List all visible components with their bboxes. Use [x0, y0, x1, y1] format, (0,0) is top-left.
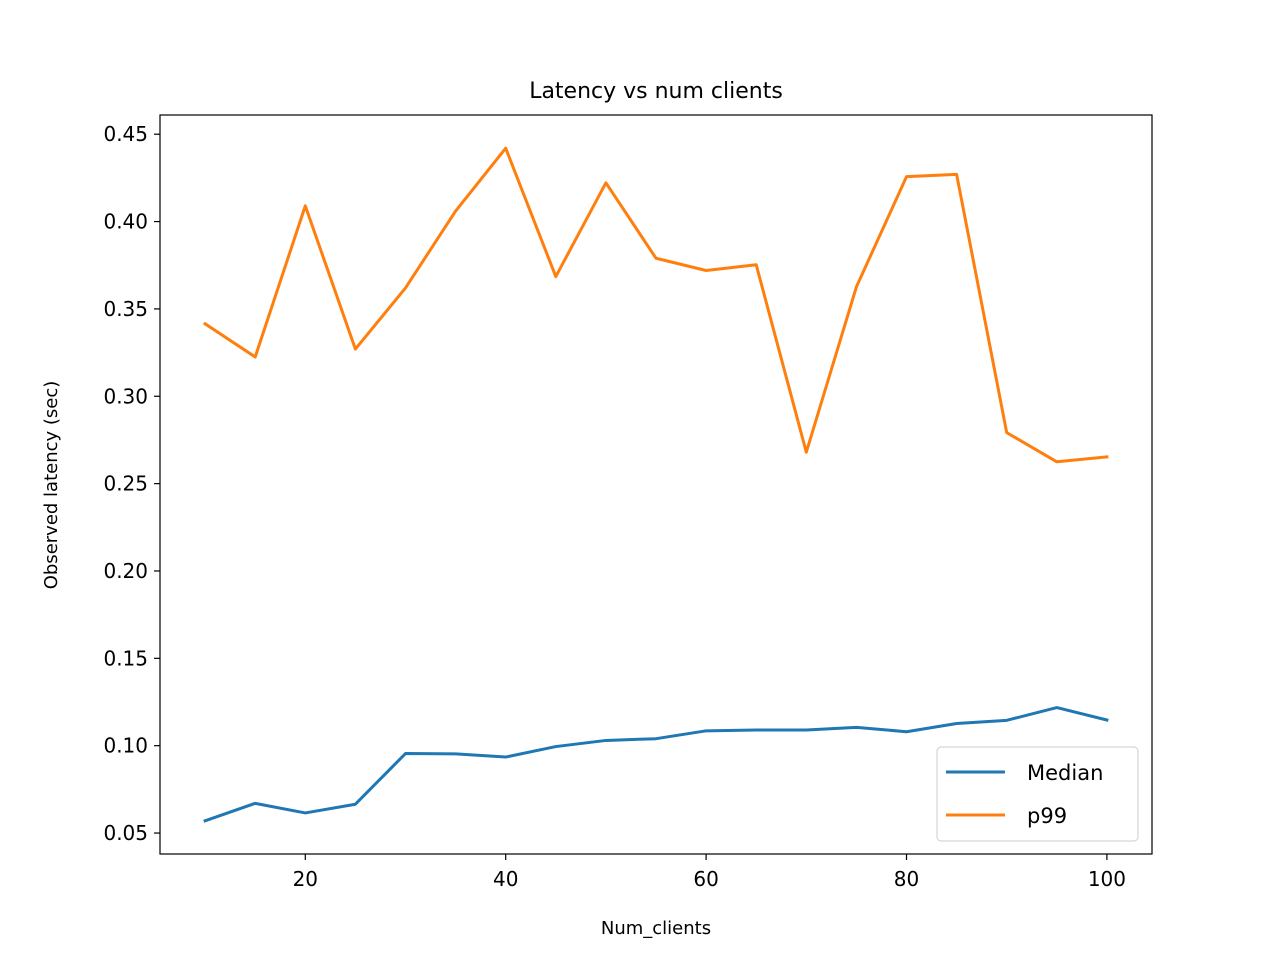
series-line-median [203, 706, 1109, 823]
x-tick-label: 60 [693, 867, 718, 891]
series-line-p99 [203, 146, 1109, 464]
x-tick-label: 100 [1088, 867, 1126, 891]
y-tick-label: 0.10 [103, 734, 148, 758]
y-tick-label: 0.20 [103, 559, 148, 583]
y-tick-label: 0.15 [103, 646, 148, 670]
y-tick-label: 0.40 [103, 210, 148, 234]
y-axis-ticks: 0.05 0.10 0.15 0.20 0.25 0.30 0.35 0.40 0.45 [103, 122, 160, 845]
x-axis-ticks: 20 40 60 80 100 [293, 854, 1126, 891]
y-tick-label: 0.25 [103, 472, 148, 496]
y-axis-label: Observed latency (sec) [41, 381, 62, 590]
chart-title: Latency vs num clients [529, 79, 783, 104]
y-tick-label: 0.35 [103, 297, 148, 321]
plot-area-frame [159, 114, 1153, 855]
y-tick-label: 0.30 [103, 384, 148, 408]
y-tick-label: 0.45 [103, 122, 148, 146]
x-tick-label: 40 [493, 867, 518, 891]
x-tick-label: 80 [894, 867, 919, 891]
legend-label-median: Median [1027, 761, 1103, 785]
x-tick-label: 20 [293, 867, 318, 891]
y-tick-label: 0.05 [103, 821, 148, 845]
series-layer [203, 146, 1109, 823]
legend-label-p99: p99 [1027, 804, 1067, 828]
x-axis-label: Num_clients [601, 918, 711, 939]
legend: Median p99 [936, 746, 1139, 842]
